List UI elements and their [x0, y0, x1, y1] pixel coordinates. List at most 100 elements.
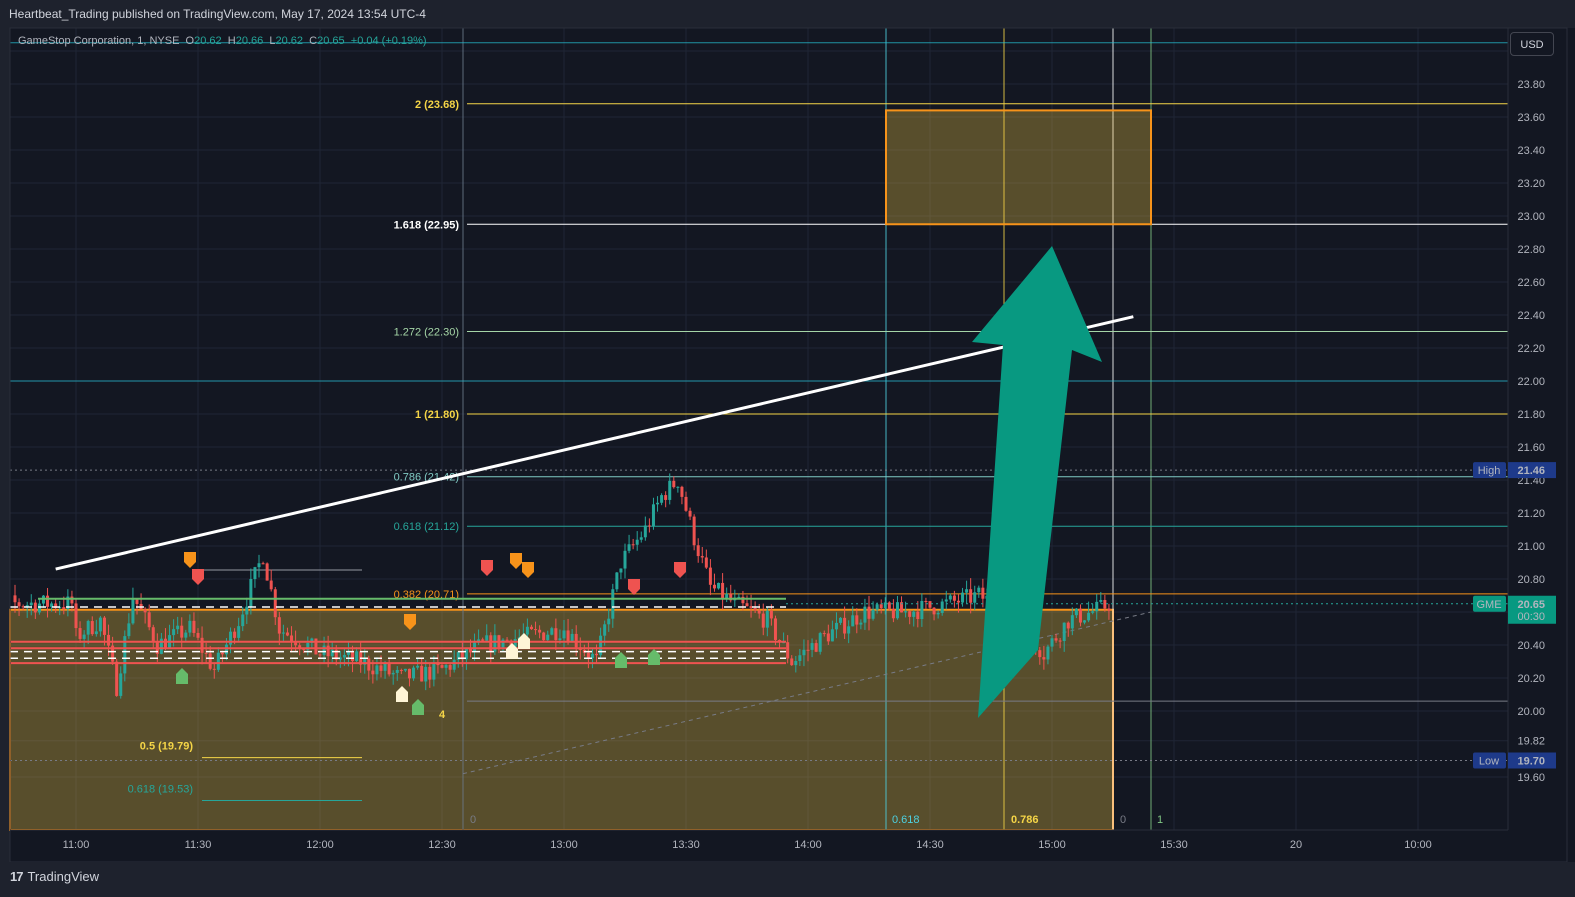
candle-body: [351, 651, 355, 662]
candle-body: [558, 638, 562, 641]
candle-body: [50, 603, 54, 607]
candle-body: [623, 550, 627, 569]
candle-body: [98, 617, 102, 632]
candle-body: [355, 651, 359, 662]
candle-body: [676, 486, 680, 488]
candle-body: [904, 611, 908, 613]
candle-body: [1050, 638, 1054, 647]
time-tick: 12:00: [306, 839, 334, 851]
legend-h-label: H: [227, 35, 236, 47]
signal-marker-up: [506, 643, 518, 659]
price-marker-box: [1508, 595, 1556, 624]
candle-body: [765, 610, 769, 628]
candle-body: [786, 642, 790, 659]
candle-body: [660, 495, 664, 503]
tradingview-logo-icon: 17: [10, 869, 24, 884]
candle-body: [338, 657, 342, 660]
candle-body: [928, 601, 932, 608]
price-tick: 21.20: [1517, 508, 1545, 520]
candle-body: [570, 633, 574, 643]
candle-body: [444, 665, 448, 668]
candle-body: [912, 611, 916, 617]
legend-o-value: 20.62: [194, 35, 222, 47]
candle-body: [131, 597, 135, 624]
candle-body: [688, 510, 692, 517]
candle-body: [233, 631, 237, 638]
candle-body: [1087, 612, 1091, 621]
candle-body: [229, 631, 233, 645]
candle-body: [127, 623, 131, 637]
candle-body: [464, 648, 468, 660]
candle-body: [879, 604, 883, 609]
candle-body: [485, 635, 489, 641]
signal-marker-up: [615, 652, 627, 668]
candle-body: [1042, 657, 1046, 660]
candle-body: [920, 600, 924, 620]
candle-body: [607, 618, 611, 625]
tradingview-brand[interactable]: 17 TradingView: [10, 869, 99, 884]
candle-body: [948, 595, 952, 600]
price-axis: [1508, 28, 1575, 830]
candle-body: [566, 630, 570, 643]
plot-background: [10, 28, 1508, 830]
price-tick: 19.82: [1517, 736, 1545, 748]
candle-body: [875, 604, 879, 610]
time-tick: 20: [1290, 839, 1302, 851]
candle-body: [375, 665, 379, 675]
candle-body: [586, 652, 590, 659]
candle-body: [839, 617, 843, 623]
candle-body: [895, 602, 899, 619]
candle-body: [672, 480, 676, 488]
fib-time-label: 1: [1157, 814, 1163, 826]
candle-body: [456, 651, 460, 660]
candle-body: [826, 633, 830, 642]
candle-body: [208, 653, 212, 669]
signal-marker-down: [192, 569, 204, 585]
candle-body: [212, 668, 216, 670]
currency-button[interactable]: USD: [1510, 32, 1554, 56]
candle-body: [1066, 622, 1070, 629]
price-tick: 20.40: [1517, 640, 1545, 652]
candle-body: [965, 589, 969, 593]
candle-body: [82, 634, 86, 639]
fib-time-label: 0: [1120, 814, 1126, 826]
candle-body: [1103, 600, 1107, 609]
candle-body: [452, 659, 456, 670]
candle-body: [737, 596, 741, 598]
candle-body: [204, 652, 208, 654]
time-tick: 15:00: [1038, 839, 1066, 851]
price-marker-name: High: [1478, 465, 1501, 477]
publish-bar: Heartbeat_Trading published on TradingVi…: [0, 0, 1575, 28]
candle-body: [123, 636, 127, 674]
candle-body: [107, 634, 111, 646]
time-tick: 10:00: [1404, 839, 1432, 851]
candle-body: [867, 606, 871, 619]
time-tick: 14:00: [794, 839, 822, 851]
candle-body: [253, 567, 257, 580]
candle-body: [900, 602, 904, 613]
price-tick: 23.00: [1517, 211, 1545, 223]
candle-body: [501, 639, 505, 648]
candle-body: [753, 607, 757, 611]
price-marker-value: 19.70: [1517, 756, 1545, 768]
candle-body: [412, 667, 416, 679]
symbol-legend: GameStop Corporation, 1, NYSE O20.62 H20…: [18, 35, 427, 47]
candle-body: [603, 624, 607, 636]
price-countdown: 00:30: [1517, 611, 1545, 623]
candle-body: [830, 629, 834, 642]
candle-body: [306, 642, 310, 650]
fib-time-label: 0.786: [1011, 814, 1039, 826]
candle-body: [851, 615, 855, 627]
candle-body: [1099, 600, 1103, 602]
candle-body: [952, 595, 956, 601]
time-tick: 11:30: [185, 839, 212, 851]
candle-body: [749, 606, 753, 608]
candle-body: [115, 661, 119, 696]
candle-body: [281, 632, 285, 634]
candle-body: [265, 563, 269, 581]
candle-body: [468, 648, 472, 653]
candle-body: [651, 504, 655, 527]
fib-level-label: 2 (23.68): [415, 99, 459, 111]
candle-body: [717, 582, 721, 589]
